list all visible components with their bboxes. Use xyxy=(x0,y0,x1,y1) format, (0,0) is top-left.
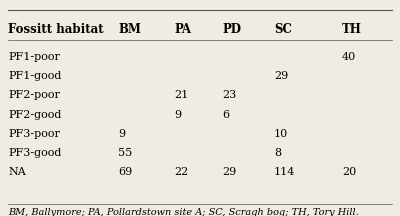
Text: 40: 40 xyxy=(342,52,356,62)
Text: PF3-poor: PF3-poor xyxy=(8,129,60,139)
Text: 8: 8 xyxy=(274,148,281,158)
Text: 9: 9 xyxy=(174,110,181,119)
Text: 55: 55 xyxy=(118,148,132,158)
Text: TH: TH xyxy=(342,23,362,36)
Text: PF3-good: PF3-good xyxy=(8,148,61,158)
Text: SC: SC xyxy=(274,23,292,36)
Text: PF2-poor: PF2-poor xyxy=(8,90,60,100)
Text: 23: 23 xyxy=(222,90,236,100)
Text: PF1-good: PF1-good xyxy=(8,71,61,81)
Text: PA: PA xyxy=(174,23,191,36)
Text: 9: 9 xyxy=(118,129,125,139)
Text: Fossitt habitat: Fossitt habitat xyxy=(8,23,104,36)
Text: BM, Ballymore; PA, Pollardstown site A; SC, Scragh bog; TH, Tory Hill.: BM, Ballymore; PA, Pollardstown site A; … xyxy=(8,208,359,216)
Text: 29: 29 xyxy=(222,167,236,177)
Text: 21: 21 xyxy=(174,90,188,100)
Text: PD: PD xyxy=(222,23,241,36)
Text: PF2-good: PF2-good xyxy=(8,110,61,119)
Text: 69: 69 xyxy=(118,167,132,177)
Text: 22: 22 xyxy=(174,167,188,177)
Text: PF1-poor: PF1-poor xyxy=(8,52,60,62)
Text: 6: 6 xyxy=(222,110,229,119)
Text: NA: NA xyxy=(8,167,26,177)
Text: BM: BM xyxy=(118,23,141,36)
Text: 10: 10 xyxy=(274,129,288,139)
Text: 20: 20 xyxy=(342,167,356,177)
Text: 114: 114 xyxy=(274,167,295,177)
Text: 29: 29 xyxy=(274,71,288,81)
